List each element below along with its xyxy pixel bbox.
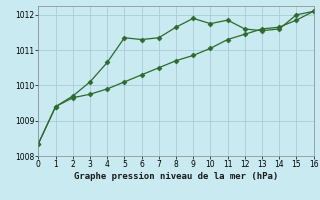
X-axis label: Graphe pression niveau de la mer (hPa): Graphe pression niveau de la mer (hPa): [74, 172, 278, 181]
